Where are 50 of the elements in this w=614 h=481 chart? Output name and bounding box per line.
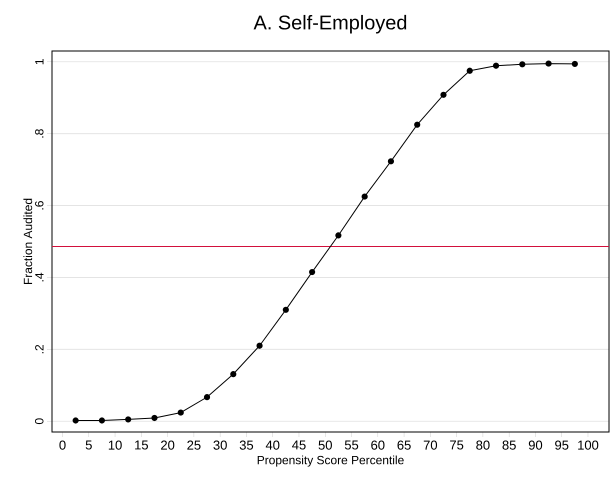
chart-title: A. Self-Employed	[254, 14, 406, 34]
point	[519, 61, 526, 68]
point	[178, 410, 184, 416]
x-axis-title: Propensity Score Percentile	[258, 456, 404, 467]
x-tick-label: 10	[108, 440, 122, 450]
x-tick-label: 15	[135, 440, 148, 450]
point	[230, 371, 236, 378]
point	[72, 417, 79, 424]
point	[125, 416, 132, 423]
x-tick-label: 70	[424, 440, 438, 450]
y-tick-label: .6	[35, 201, 44, 210]
x-tick-label: 90	[528, 440, 542, 450]
point	[572, 60, 578, 68]
x-tick-label: 5	[86, 440, 92, 450]
y-tick-label: 0	[35, 418, 44, 424]
point	[309, 268, 316, 276]
x-tick-label: 30	[213, 440, 227, 450]
x-tick-label: 0	[59, 440, 66, 450]
point	[414, 122, 420, 128]
x-tick-label: 60	[371, 440, 384, 450]
point	[440, 92, 447, 98]
x-tick-label: 25	[187, 440, 201, 450]
y-tick-label: 1	[35, 59, 44, 64]
point	[362, 193, 368, 200]
point	[466, 68, 473, 74]
x-tick-label: 85	[502, 440, 516, 450]
y-tick-label: .4	[35, 272, 44, 282]
point	[492, 62, 500, 69]
x-tick-label: 20	[161, 440, 174, 450]
x-tick-label: 100	[578, 440, 598, 450]
x-tick-label: 65	[398, 440, 411, 450]
point	[204, 394, 210, 400]
point	[98, 417, 106, 424]
y-tick-label: .8	[35, 129, 44, 138]
x-tick-label: 45	[292, 440, 306, 450]
x-tick-label: 50	[318, 440, 332, 450]
x-tick-label: 95	[555, 440, 568, 450]
x-tick-label: 75	[450, 440, 464, 450]
x-tick-label: 35	[240, 440, 254, 450]
y-axis-title: Fraction Audited	[23, 198, 32, 284]
point	[335, 232, 342, 238]
point	[151, 414, 158, 422]
y-tick-label: .2	[35, 344, 44, 354]
x-tick-label: 40	[266, 440, 280, 450]
x-tick-label: 80	[476, 440, 490, 450]
point	[256, 342, 263, 349]
x-tick-label: 55	[344, 440, 358, 450]
point	[388, 158, 394, 164]
point	[282, 306, 289, 313]
point	[545, 60, 552, 67]
